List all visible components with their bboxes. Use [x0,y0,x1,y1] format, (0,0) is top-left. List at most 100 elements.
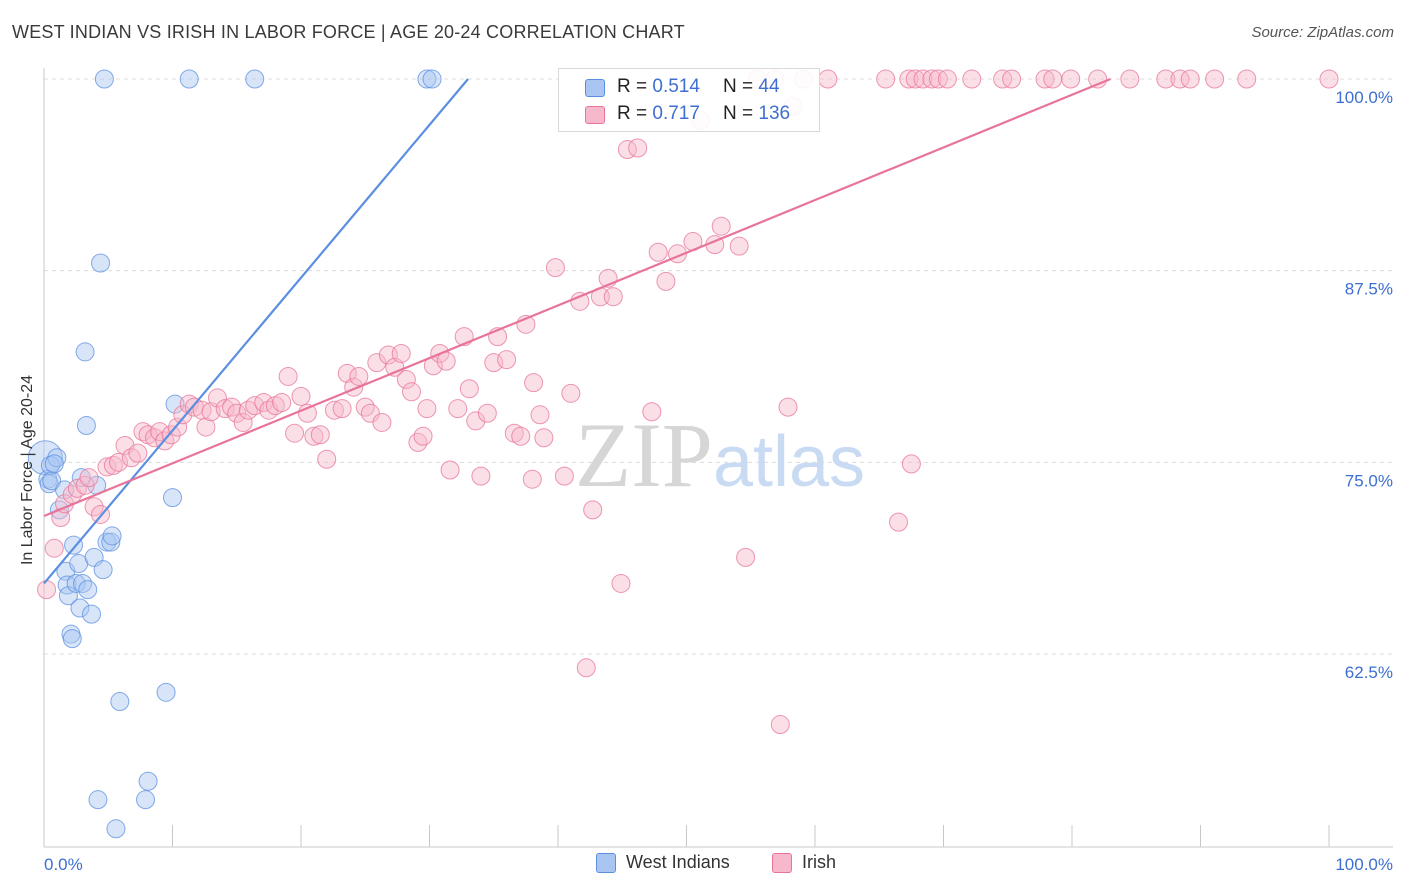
irish-point [133,422,153,442]
tick-labels: 62.5% 75.0% 87.5% 100.0% 0.0% 100.0% [44,88,1393,874]
irish-point [84,497,104,517]
chart-title: WEST INDIAN VS IRISH IN LABOR FORCE | AG… [12,22,685,42]
irish-point [770,715,790,735]
source-label: Source: ZipAtlas.com [1251,24,1394,41]
irish-point [497,350,517,370]
irish-trend-line [43,77,1111,518]
west-indians-point [110,692,130,712]
irish-point [524,373,544,393]
irish-point [145,428,165,448]
irish-point [97,457,117,477]
irish-point [128,443,148,463]
west-indians-point [58,586,78,606]
west-indians-point [91,253,111,273]
x-tick-label: 100.0% [1335,855,1393,874]
irish-point [215,399,235,419]
irish-point [372,412,392,432]
irish-point [417,399,437,419]
irish-point [937,69,957,89]
r-label: R = [617,103,648,124]
irish-point [729,236,749,256]
irish-point [962,69,982,89]
irish-point [440,460,460,480]
legend-label: Irish [802,852,837,872]
irish-point [367,353,387,373]
irish-point [37,580,57,600]
irish-point [711,216,731,236]
irish-legend-swatch [772,853,792,873]
irish-point [876,69,896,89]
r-value: 0.514 [652,76,700,97]
irish-point [889,512,909,532]
irish-point [310,425,330,445]
irish-point [285,423,305,443]
stats-legend-row-west-indians: R = 0.514 N = 44 [559,76,819,102]
irish-point [570,291,590,311]
irish-point [360,403,380,423]
west-indians-point [136,790,156,810]
irish-point [648,242,668,262]
west-indians-point [165,394,185,414]
irish-point [905,69,925,89]
west-indians-point [93,560,113,580]
irish-point [1237,69,1257,89]
irish-point [628,138,648,158]
irish-point [304,426,324,446]
irish-point [413,426,433,446]
irish-point [603,287,623,307]
irish-point [317,449,337,469]
watermark-zip: ZIP [575,404,713,506]
irish-point [222,397,242,417]
series-legend: West Indians Irish [0,850,1406,880]
irish-point [1180,69,1200,89]
irish-point [583,500,603,520]
irish-point [736,547,756,567]
irish-swatch [585,106,605,124]
irish-point [534,428,554,448]
irish-point [173,405,193,425]
west-indians-point [64,535,84,555]
irish-point [545,258,565,278]
west-indians-point [62,629,82,649]
irish-point [150,422,170,442]
stats-legend-row-irish: R = 0.717 N = 136 [559,103,819,129]
y-axis-label: In Labor Force | Age 20-24 [19,374,36,566]
irish-point [466,411,486,431]
irish-point [349,366,369,386]
west-indians-point [101,532,121,552]
irish-point [179,394,199,414]
irish-point [459,379,479,399]
irish-point [324,400,344,420]
west-indians-point [422,69,442,89]
irish-point [1120,69,1140,89]
irish-point [642,402,662,422]
n-label: N = [723,103,754,124]
irish-point [471,466,491,486]
west-indians-point [42,471,62,491]
west-indians-legend-swatch [596,853,616,873]
west-indians-point [78,580,98,600]
stats-legend: R = 0.514 N = 44 R = 0.717 N = 136 [558,68,820,132]
axes [43,68,1393,848]
irish-point [1170,69,1190,89]
r-value: 0.717 [652,103,700,124]
irish-point [408,432,428,452]
irish-point [233,412,253,432]
r-label: R = [617,76,648,97]
irish-point [227,403,247,423]
west-indians-point [73,573,93,593]
n-label: N = [723,76,754,97]
y-tick-label: 62.5% [1345,663,1393,682]
watermark: ZIPatlas [575,404,865,506]
west-indians-points [27,69,442,839]
west-indians-point [88,790,108,810]
irish-point [278,366,298,386]
west-indians-point [106,819,126,839]
west-indians-swatch [585,79,605,97]
west-indians-point [245,69,265,89]
irish-point [778,397,798,417]
irish-point [1035,69,1055,89]
irish-point [391,343,411,363]
y-tick-label: 75.0% [1345,471,1393,490]
irish-point [168,417,188,437]
